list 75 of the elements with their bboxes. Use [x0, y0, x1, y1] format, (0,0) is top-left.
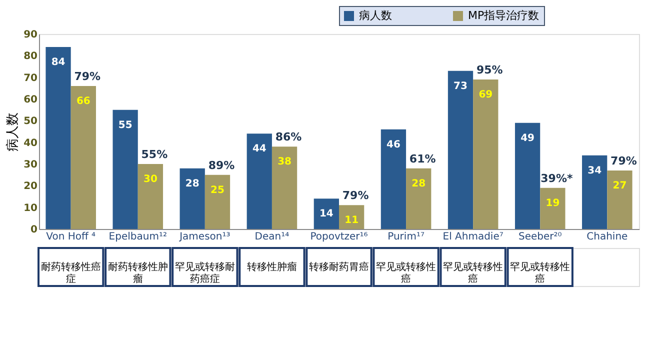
x-tick-label: Dean¹⁴ — [254, 232, 290, 242]
annotation: 39%* — [540, 172, 573, 185]
bar — [246, 134, 272, 229]
y-tick-label: 0 — [30, 224, 38, 236]
bar — [514, 122, 540, 229]
x-tick-label: Von Hoff ⁴ — [46, 232, 96, 242]
data-label: 11 — [344, 215, 359, 226]
text: 转移耐药胃癌 — [309, 261, 369, 273]
text: 转移性肿瘤 — [246, 261, 297, 273]
data-label: 28 — [412, 178, 426, 190]
annotation: 79% — [74, 70, 101, 83]
data-label: 14 — [319, 208, 334, 220]
annotation: 79% — [342, 189, 369, 202]
text: 耐药转移性癌症 — [40, 261, 101, 285]
y-tick-label: 50 — [24, 116, 38, 128]
bar — [112, 110, 138, 229]
bar — [180, 168, 205, 229]
bar — [473, 80, 498, 229]
data-label: 46 — [386, 139, 400, 150]
data-label: 19 — [546, 198, 560, 209]
data-label: 55 — [118, 120, 132, 131]
bar — [582, 155, 608, 229]
x-tick-label: Popovtzer¹⁶ — [310, 232, 368, 242]
x-tick-label: Seeber²⁰ — [518, 232, 562, 242]
data-label: 27 — [612, 180, 627, 192]
data-label: 28 — [185, 178, 200, 190]
data-label: 25 — [210, 184, 224, 196]
text: 罕见或转移性癌 — [376, 261, 436, 285]
text: 罕见或转移性癌 — [510, 261, 570, 285]
y-axis-title: 病人数 — [6, 112, 21, 152]
bar — [272, 146, 298, 229]
x-tick-label: Chahine — [586, 232, 628, 242]
bar — [314, 198, 339, 229]
data-label: 73 — [454, 80, 468, 92]
bar — [204, 174, 230, 229]
text: 耐药转移性肿瘤 — [108, 261, 168, 285]
y-tick-label: 30 — [24, 160, 38, 170]
data-label: 84 — [51, 57, 66, 68]
bar — [46, 47, 71, 229]
y-tick-label: 90 — [24, 30, 38, 40]
annotation: 61% — [409, 152, 436, 166]
x-tick-label: El Ahmadie⁷ — [442, 232, 504, 242]
bar — [607, 170, 632, 229]
bar — [406, 168, 432, 229]
text: 罕见或转移耐药癌症 — [174, 261, 235, 285]
data-label: 30 — [143, 174, 158, 185]
bar — [138, 164, 164, 229]
x-tick-label: Purim¹⁷ — [388, 232, 424, 242]
data-label: 69 — [478, 90, 493, 100]
legend-label: MP指导治疗数 — [468, 9, 540, 22]
annotation: 79% — [610, 154, 637, 168]
data-label: 66 — [76, 96, 90, 107]
y-tick-label: 70 — [24, 72, 38, 84]
x-tick-label: Epelbaum¹² — [108, 232, 167, 242]
annotation: 95% — [476, 64, 503, 76]
data-label: 44 — [252, 144, 266, 155]
x-tick-label: Jameson¹³ — [178, 232, 230, 242]
bar — [339, 205, 364, 229]
data-label: 49 — [520, 132, 535, 144]
annotation: 89% — [208, 158, 235, 172]
bar — [70, 86, 96, 229]
annotation: 86% — [275, 130, 302, 144]
legend-label: 病人数 — [359, 9, 392, 22]
bar — [380, 129, 406, 229]
y-tick-label: 40 — [24, 138, 38, 149]
y-tick-label: 60 — [24, 94, 38, 106]
bar — [540, 188, 566, 229]
text: 罕见或转移性癌 — [443, 261, 504, 285]
data-label: 34 — [588, 165, 602, 176]
y-tick-label: 80 — [24, 51, 38, 62]
y-tick-label: 20 — [24, 181, 38, 192]
y-tick-label: 10 — [24, 202, 38, 214]
annotation: 55% — [141, 148, 168, 161]
data-label: 38 — [278, 156, 292, 168]
bar — [448, 70, 474, 229]
